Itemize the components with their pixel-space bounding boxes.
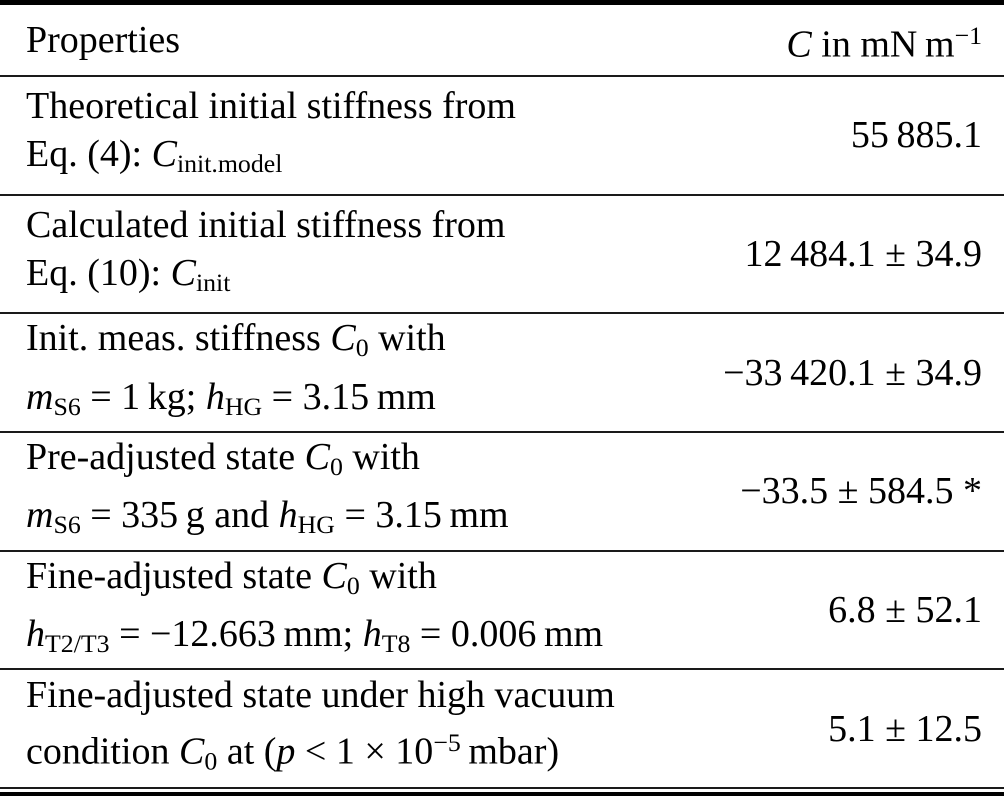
table-row: Calculated initial stiffness from Eq. (1… <box>0 196 1004 315</box>
text-segment: init.model <box>176 149 283 179</box>
text-segment: C <box>330 317 356 360</box>
text-segment: m <box>26 375 54 418</box>
property-cell: Calculated initial stiffness from Eq. (1… <box>0 201 745 307</box>
text-segment: C <box>151 133 177 176</box>
text-segment: T2/T3 <box>45 629 110 659</box>
text-segment: −33.5 ± 584.5 <box>740 470 954 513</box>
table-rule-top <box>0 0 1004 5</box>
text-segment: Properties <box>26 19 181 61</box>
text-segment: = 335 g and <box>80 494 279 537</box>
text-segment: HG <box>297 510 335 540</box>
value-cell: 55 885.1 <box>851 111 1004 159</box>
text-segment: C <box>304 436 330 479</box>
property-line-1: Pre-adjusted state C0 with <box>26 433 740 491</box>
text-segment: C <box>786 23 812 66</box>
text-segment: * <box>953 470 982 513</box>
text-segment: C <box>179 730 205 773</box>
text-segment: Fine-adjusted state <box>26 554 322 597</box>
property-cell: Fine-adjusted state under high vacuum co… <box>0 671 828 786</box>
property-cell: Init. meas. stiffness C0 with mS6 = 1 kg… <box>0 314 723 430</box>
text-segment: h <box>278 494 298 537</box>
text-segment: Eq. (10): <box>26 251 171 294</box>
text-segment: h <box>362 613 382 656</box>
text-segment: init <box>195 268 231 298</box>
text-segment: T8 <box>381 629 411 659</box>
property-line-2: Eq. (4): Cinit.model <box>26 130 851 188</box>
value-cell: −33 420.1 ± 34.9 <box>723 349 1004 397</box>
table-row: Fine-adjusted state under high vacuum co… <box>0 670 1004 790</box>
text-segment: 0 <box>329 452 343 482</box>
text-segment: −33 420.1 ± 34.9 <box>723 351 982 394</box>
property-cell: Fine-adjusted state C0 with hT2/T3 = −12… <box>0 552 828 668</box>
text-segment: C <box>321 554 347 597</box>
property-line-2: mS6 = 335 g and hHG = 3.15 mm <box>26 491 740 549</box>
table-rule-bottom <box>0 792 1004 796</box>
text-segment: 0 <box>355 333 369 363</box>
text-segment: = 3.15 mm <box>262 375 436 418</box>
property-line-1: Calculated initial stiffness from <box>26 201 745 249</box>
table-rule-bottom-gap <box>0 789 1004 793</box>
property-line-1: Fine-adjusted state C0 with <box>26 552 828 610</box>
text-segment: −1 <box>954 20 982 50</box>
header-row: Properties C in mN m−1 <box>0 5 1004 77</box>
property-line-2: condition C0 at (p < 1 × 10−5 mbar) <box>26 719 828 786</box>
text-segment: 55 885.1 <box>850 114 982 157</box>
text-segment: h <box>26 613 45 656</box>
text-segment: condition <box>26 730 180 773</box>
text-segment: S6 <box>53 510 81 540</box>
property-line-1: Init. meas. stiffness C0 with <box>26 314 723 372</box>
text-segment: < 1 × 10 <box>295 730 434 773</box>
table-row: Fine-adjusted state C0 with hT2/T3 = −12… <box>0 552 1004 671</box>
text-segment: h <box>205 375 225 418</box>
text-segment: with <box>342 436 420 479</box>
property-line-1: Fine-adjusted state under high vacuum <box>26 671 828 719</box>
column-header-properties-label: Properties <box>26 16 786 64</box>
text-segment: Eq. (4): <box>26 133 152 176</box>
value-cell: −33.5 ± 584.5 * <box>740 467 1004 515</box>
value-cell: 12 484.1 ± 34.9 <box>745 230 1004 278</box>
text-segment: Calculated initial stiffness from <box>26 203 506 246</box>
text-segment: Theoretical initial stiffness from <box>26 85 516 128</box>
text-segment: in mN m <box>811 23 955 66</box>
property-cell: Theoretical initial stiffness from Eq. (… <box>0 82 851 188</box>
text-segment: S6 <box>53 391 81 421</box>
value-cell: 5.1 ± 12.5 <box>828 705 1004 753</box>
property-line-1: Theoretical initial stiffness from <box>26 82 851 130</box>
text-segment: C <box>170 251 196 294</box>
text-segment: −5 <box>433 728 461 758</box>
text-segment: 5.1 ± 12.5 <box>828 707 982 750</box>
text-segment: mbar) <box>460 730 560 773</box>
column-header-properties: Properties <box>0 16 786 64</box>
text-segment: = 1 kg; <box>80 375 206 418</box>
text-segment: p <box>276 730 296 773</box>
text-segment: HG <box>224 391 263 421</box>
property-line-2: mS6 = 1 kg; hHG = 3.15 mm <box>26 373 723 431</box>
text-segment: 0 <box>204 746 218 776</box>
column-header-unit: C in mN m−1 <box>786 12 1004 68</box>
text-segment: = 0.006 mm <box>410 613 604 656</box>
table-row: Init. meas. stiffness C0 with mS6 = 1 kg… <box>0 314 1004 434</box>
text-segment: Fine-adjusted state under high vacuum <box>26 674 615 717</box>
property-line-2: Eq. (10): Cinit <box>26 249 745 307</box>
table-row: Theoretical initial stiffness from Eq. (… <box>0 77 1004 196</box>
property-line-2: hT2/T3 = −12.663 mm; hT8 = 0.006 mm <box>26 610 828 668</box>
text-segment: with <box>368 317 446 360</box>
text-segment: Init. meas. stiffness <box>26 317 331 360</box>
property-cell: Pre-adjusted state C0 with mS6 = 335 g a… <box>0 433 740 549</box>
text-segment: at ( <box>217 730 277 773</box>
text-segment: Pre-adjusted state <box>26 436 305 479</box>
text-segment: = −12.663 mm; <box>109 613 363 656</box>
text-segment: 6.8 ± 52.1 <box>828 589 982 632</box>
text-segment: with <box>359 554 437 597</box>
value-cell: 6.8 ± 52.1 <box>828 586 1004 634</box>
table-row: Pre-adjusted state C0 with mS6 = 335 g a… <box>0 433 1004 552</box>
text-segment: 12 484.1 ± 34.9 <box>744 233 982 275</box>
text-segment: = 3.15 mm <box>334 494 509 537</box>
text-segment: m <box>26 494 54 537</box>
text-segment: 0 <box>346 571 360 601</box>
